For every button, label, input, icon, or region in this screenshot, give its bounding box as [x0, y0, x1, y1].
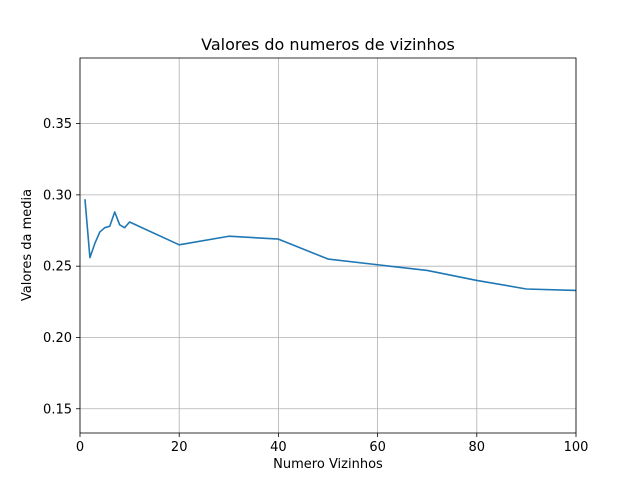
x-tick-label: 60: [369, 440, 386, 455]
y-tick-label: 0.25: [43, 260, 72, 275]
series-lines: [84, 199, 577, 292]
y-tick-label: 0.20: [43, 331, 72, 346]
x-tick-label: 20: [171, 440, 188, 455]
chart-title: Valores do numeros de vizinhos: [201, 35, 455, 54]
x-tick-label: 80: [469, 440, 486, 455]
x-tick-label: 40: [270, 440, 287, 455]
y-tick-label: 0.15: [43, 402, 72, 417]
x-tick-label: 0: [76, 440, 84, 455]
y-axis-label: Valores da media: [20, 189, 35, 301]
axis-ticks: 0 20 40 60 80 100 0.15 0.20 0.25 0.30 0.35: [43, 117, 588, 455]
y-tick-label: 0.30: [43, 188, 72, 203]
series-line: [84, 199, 577, 292]
plot-area-frame: [79, 57, 577, 434]
x-tick-label: 100: [564, 440, 589, 455]
x-axis-label: Numero Vizinhos: [273, 457, 383, 472]
y-tick-label: 0.35: [43, 117, 72, 132]
grid-lines: [79, 58, 577, 433]
